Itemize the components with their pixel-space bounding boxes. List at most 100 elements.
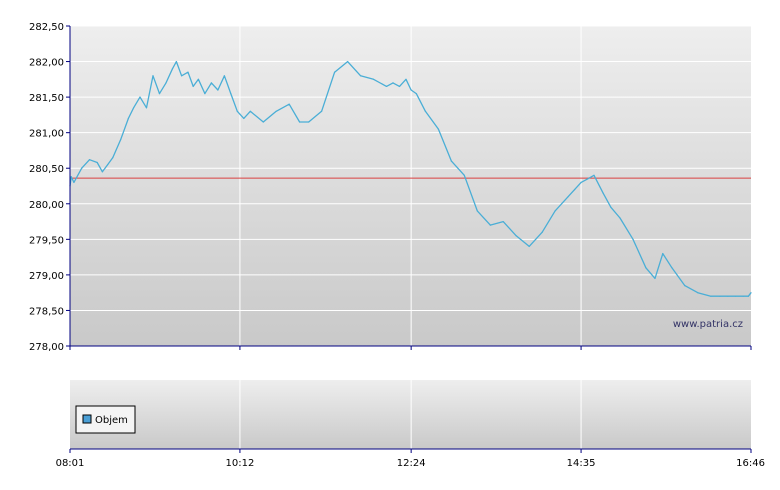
- x-tick-label: 08:01: [56, 458, 85, 469]
- data-point: [197, 78, 199, 80]
- data-point: [372, 78, 375, 80]
- data-point: [275, 110, 277, 112]
- data-point: [684, 285, 686, 287]
- data-point: [145, 107, 148, 109]
- data-point: [610, 206, 612, 208]
- data-point: [192, 85, 194, 87]
- y-tick-label: 280,50: [29, 164, 64, 175]
- horizontal-gridlines: [70, 25, 751, 311]
- data-point: [476, 210, 478, 212]
- data-point: [181, 75, 183, 77]
- legend: Objem: [75, 405, 136, 434]
- y-tick-label: 281,00: [29, 129, 64, 140]
- data-point: [360, 75, 362, 77]
- data-point: [165, 82, 167, 84]
- data-point: [671, 267, 673, 269]
- data-point: [587, 178, 589, 180]
- y-axis-ticks: 278,00 278,50 279,00 279,50 280,00 280,50 281,…: [29, 22, 70, 353]
- data-point: [152, 75, 154, 77]
- data-point: [187, 71, 189, 73]
- x-tick-label: 12:24: [397, 458, 426, 469]
- data-point: [415, 93, 417, 95]
- data-point: [515, 235, 517, 237]
- y-tick-label: 279,50: [29, 235, 64, 246]
- data-point: [392, 82, 394, 84]
- data-point: [217, 89, 219, 91]
- watermark-text: www.patria.cz: [673, 319, 743, 330]
- data-point: [619, 217, 621, 219]
- data-point: [697, 292, 699, 294]
- data-point: [171, 68, 174, 70]
- data-point: [112, 157, 114, 159]
- data-point: [230, 93, 232, 95]
- volume-plot-area: [70, 380, 751, 449]
- data-point: [541, 231, 543, 233]
- x-axis-tick-marks: [69, 346, 752, 350]
- data-point: [424, 110, 426, 112]
- data-point: [398, 85, 401, 87]
- price-plot-area: [70, 26, 751, 346]
- data-point: [120, 139, 122, 141]
- data-point: [107, 164, 109, 166]
- y-tick-label: 279,00: [29, 271, 64, 282]
- data-point: [73, 181, 75, 183]
- volume-vertical-gridlines: [239, 380, 582, 449]
- data-point: [742, 295, 744, 297]
- data-point: [133, 107, 135, 109]
- y-tick-label: 281,50: [29, 93, 64, 104]
- x-tick-label: 16:46: [736, 458, 765, 469]
- series-line: [69, 60, 752, 297]
- x-axis-ticks: 08:01 10:12 12:24 14:35 16:46: [56, 449, 765, 469]
- data-point: [158, 93, 161, 95]
- data-point: [249, 110, 251, 112]
- data-point: [288, 103, 290, 105]
- data-point: [450, 160, 452, 162]
- data-point: [101, 171, 103, 173]
- legend-label: Objem: [95, 415, 128, 426]
- data-point: [385, 85, 388, 87]
- data-point: [308, 121, 310, 123]
- price-series: [69, 60, 752, 297]
- data-point: [528, 245, 530, 247]
- data-point: [602, 192, 604, 194]
- data-point: [710, 295, 712, 297]
- legend-swatch: [82, 414, 92, 424]
- y-tick-label: 280,00: [29, 200, 64, 211]
- data-point: [645, 267, 647, 269]
- data-point: [567, 196, 569, 198]
- data-point: [96, 161, 98, 164]
- data-point: [405, 78, 407, 80]
- data-point: [502, 221, 504, 223]
- data-point: [81, 167, 83, 169]
- data-point: [593, 174, 595, 176]
- data-point: [223, 75, 225, 77]
- data-point: [747, 295, 750, 297]
- data-point: [210, 82, 212, 84]
- data-point: [632, 238, 634, 240]
- data-point: [299, 121, 301, 123]
- x-tick-label: 10:12: [226, 458, 255, 469]
- data-point: [654, 277, 656, 279]
- data-point: [554, 210, 556, 212]
- data-point: [662, 253, 664, 255]
- data-point: [410, 89, 412, 91]
- y-tick-label: 282,50: [29, 22, 64, 33]
- data-point: [574, 189, 576, 191]
- data-point: [347, 61, 349, 63]
- data-point: [719, 295, 721, 297]
- data-point: [463, 174, 465, 176]
- y-tick-label: 278,00: [29, 342, 64, 353]
- data-point: [139, 96, 141, 98]
- data-point: [321, 110, 323, 112]
- data-point: [727, 295, 729, 297]
- data-point: [88, 159, 91, 161]
- data-point: [489, 224, 491, 226]
- data-point: [127, 117, 129, 119]
- data-point: [262, 121, 264, 123]
- y-tick-label: 282,00: [29, 58, 64, 69]
- data-point: [243, 117, 245, 119]
- x-tick-label: 14:35: [567, 458, 596, 469]
- vertical-gridlines: [239, 26, 582, 346]
- data-point: [734, 295, 737, 297]
- data-point: [204, 93, 206, 95]
